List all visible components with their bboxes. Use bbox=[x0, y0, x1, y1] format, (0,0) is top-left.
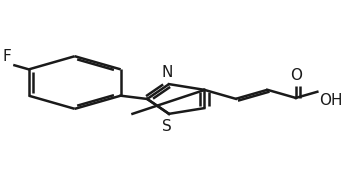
Text: OH: OH bbox=[319, 93, 343, 108]
Text: S: S bbox=[162, 119, 172, 134]
Text: O: O bbox=[290, 68, 302, 83]
Text: N: N bbox=[162, 65, 173, 80]
Text: F: F bbox=[2, 49, 11, 64]
